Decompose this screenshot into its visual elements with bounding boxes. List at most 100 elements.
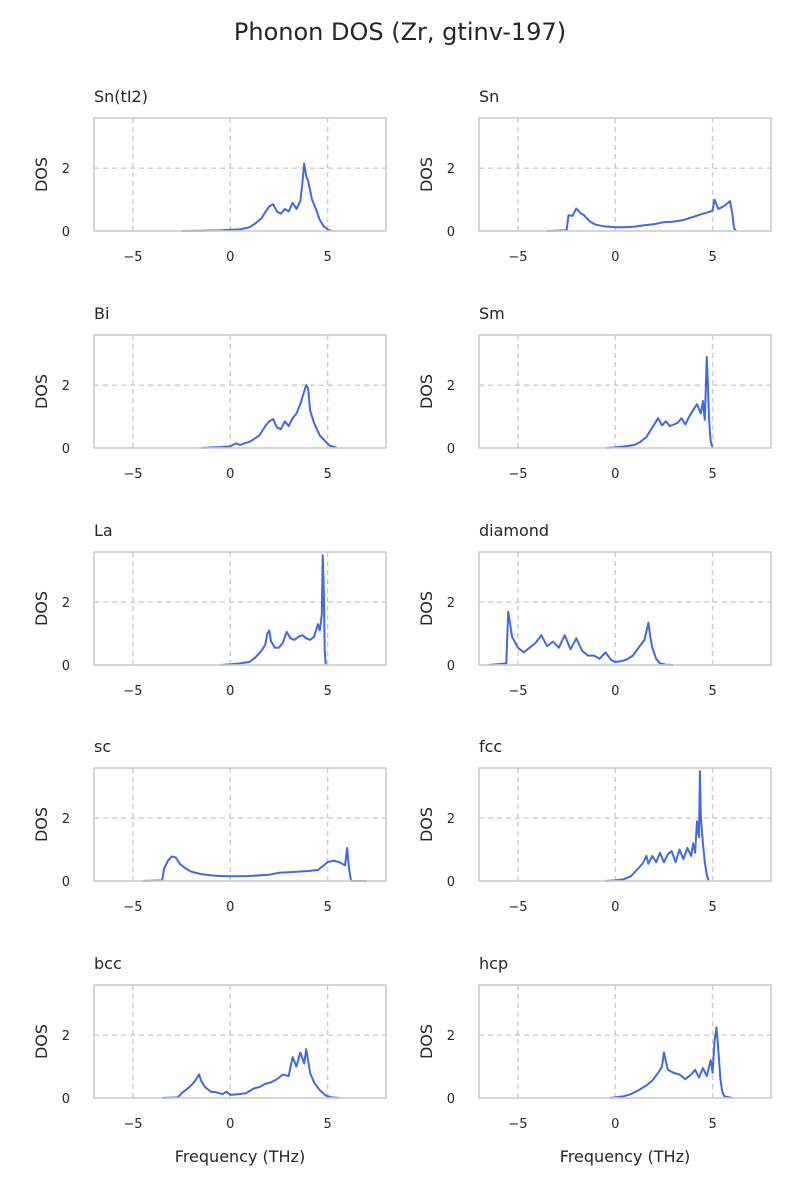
y-tick-label: 2 bbox=[62, 1029, 70, 1044]
x-tick-label: −5 bbox=[123, 467, 142, 482]
subplot-title: Sm bbox=[479, 304, 505, 323]
x-tick-label: −5 bbox=[508, 250, 527, 265]
x-tick-label: 0 bbox=[611, 250, 619, 265]
plot-frame bbox=[93, 334, 387, 449]
subplot-7: −5 0 5 0 2 fcc DOS bbox=[417, 737, 772, 915]
plot-frame bbox=[93, 551, 387, 666]
x-tick-label: −5 bbox=[508, 1117, 527, 1132]
y-tick-label: 2 bbox=[62, 379, 70, 394]
y-tick-label: 0 bbox=[62, 1092, 70, 1107]
dos-series-line bbox=[488, 610, 674, 666]
x-tick-label: −5 bbox=[508, 467, 527, 482]
subplot-title: Sn(tI2) bbox=[94, 87, 148, 106]
y-tick-label: 0 bbox=[447, 225, 455, 240]
x-tick-label: 5 bbox=[323, 467, 331, 482]
y-axis-label: DOS bbox=[32, 807, 51, 842]
y-tick-label: 2 bbox=[447, 596, 455, 611]
y-axis-label: DOS bbox=[32, 374, 51, 409]
dos-series-line bbox=[162, 1048, 340, 1099]
subplot-2: −5 0 5 0 2 Bi DOS bbox=[32, 304, 387, 482]
plot-frame bbox=[478, 984, 772, 1099]
y-tick-label: 2 bbox=[62, 596, 70, 611]
x-tick-label: 5 bbox=[708, 250, 716, 265]
y-axis-label: DOS bbox=[417, 591, 436, 626]
dos-series-line bbox=[181, 162, 332, 232]
y-tick-label: 0 bbox=[447, 1092, 455, 1107]
subplot-9: −5 0 5 0 2 hcp DOS Frequency (THz) bbox=[417, 954, 772, 1166]
x-tick-label: 0 bbox=[611, 900, 619, 915]
subplot-title: La bbox=[94, 521, 113, 540]
dos-series-line bbox=[605, 770, 710, 882]
subplot-title: fcc bbox=[479, 737, 502, 756]
x-tick-label: −5 bbox=[123, 250, 142, 265]
subplot-1: −5 0 5 0 2 Sn DOS bbox=[417, 87, 772, 265]
x-tick-label: 5 bbox=[708, 1117, 716, 1132]
plot-frame bbox=[478, 767, 772, 882]
dos-series-line bbox=[142, 847, 367, 882]
dos-series-line bbox=[605, 356, 714, 449]
plot-frame bbox=[478, 334, 772, 449]
y-tick-label: 0 bbox=[62, 442, 70, 457]
x-tick-label: 0 bbox=[226, 250, 234, 265]
dos-series-line bbox=[201, 384, 338, 449]
subplot-5: −5 0 5 0 2 diamond DOS bbox=[417, 521, 772, 699]
x-tick-label: 5 bbox=[323, 1117, 331, 1132]
subplot-4: −5 0 5 0 2 La DOS bbox=[32, 521, 387, 699]
x-axis-label: Frequency (THz) bbox=[560, 1147, 690, 1166]
y-tick-label: 0 bbox=[447, 875, 455, 890]
subplot-title: Bi bbox=[94, 304, 109, 323]
x-tick-label: 0 bbox=[226, 467, 234, 482]
subplot-title: sc bbox=[94, 737, 111, 756]
x-tick-label: −5 bbox=[123, 684, 142, 699]
x-tick-label: −5 bbox=[123, 1117, 142, 1132]
y-tick-label: 0 bbox=[447, 442, 455, 457]
x-tick-label: 0 bbox=[226, 684, 234, 699]
y-tick-label: 0 bbox=[447, 659, 455, 674]
y-axis-label: DOS bbox=[32, 157, 51, 192]
subplot-title: bcc bbox=[94, 954, 122, 973]
x-tick-label: 5 bbox=[708, 684, 716, 699]
y-axis-label: DOS bbox=[417, 374, 436, 409]
x-tick-label: −5 bbox=[508, 900, 527, 915]
dos-series-line bbox=[609, 1026, 733, 1099]
y-axis-label: DOS bbox=[32, 1024, 51, 1059]
subplot-title: diamond bbox=[479, 521, 549, 540]
y-tick-label: 2 bbox=[62, 812, 70, 827]
y-tick-label: 2 bbox=[447, 1029, 455, 1044]
plot-frame bbox=[93, 117, 387, 232]
y-axis-label: DOS bbox=[32, 591, 51, 626]
subplot-title: Sn bbox=[479, 87, 499, 106]
y-tick-label: 2 bbox=[447, 379, 455, 394]
x-tick-label: 0 bbox=[226, 900, 234, 915]
x-tick-label: 0 bbox=[611, 467, 619, 482]
y-axis-label: DOS bbox=[417, 1024, 436, 1059]
plot-frame bbox=[93, 767, 387, 882]
plot-frame bbox=[478, 117, 772, 232]
y-axis-label: DOS bbox=[417, 157, 436, 192]
x-tick-label: 5 bbox=[323, 250, 331, 265]
x-tick-label: 0 bbox=[226, 1117, 234, 1132]
y-tick-label: 2 bbox=[447, 162, 455, 177]
x-tick-label: 5 bbox=[708, 900, 716, 915]
plot-frame bbox=[93, 984, 387, 1099]
x-tick-label: 5 bbox=[708, 467, 716, 482]
y-tick-label: 0 bbox=[62, 225, 70, 240]
subplot-3: −5 0 5 0 2 Sm DOS bbox=[417, 304, 772, 482]
y-tick-label: 2 bbox=[447, 812, 455, 827]
subplot-title: hcp bbox=[479, 954, 508, 973]
x-tick-label: −5 bbox=[508, 684, 527, 699]
figure-title: Phonon DOS (Zr, gtinv-197) bbox=[233, 18, 567, 46]
y-axis-label: DOS bbox=[417, 807, 436, 842]
y-tick-label: 0 bbox=[62, 659, 70, 674]
x-tick-label: 0 bbox=[611, 1117, 619, 1132]
dos-series-line bbox=[547, 198, 737, 232]
subplot-0: −5 0 5 0 2 Sn(tI2) DOS bbox=[32, 87, 387, 265]
y-tick-label: 2 bbox=[62, 162, 70, 177]
plot-frame bbox=[478, 551, 772, 666]
x-tick-label: 5 bbox=[323, 900, 331, 915]
y-tick-label: 0 bbox=[62, 875, 70, 890]
x-axis-label: Frequency (THz) bbox=[175, 1147, 305, 1166]
x-tick-label: 5 bbox=[323, 684, 331, 699]
dos-series-line bbox=[220, 554, 327, 666]
